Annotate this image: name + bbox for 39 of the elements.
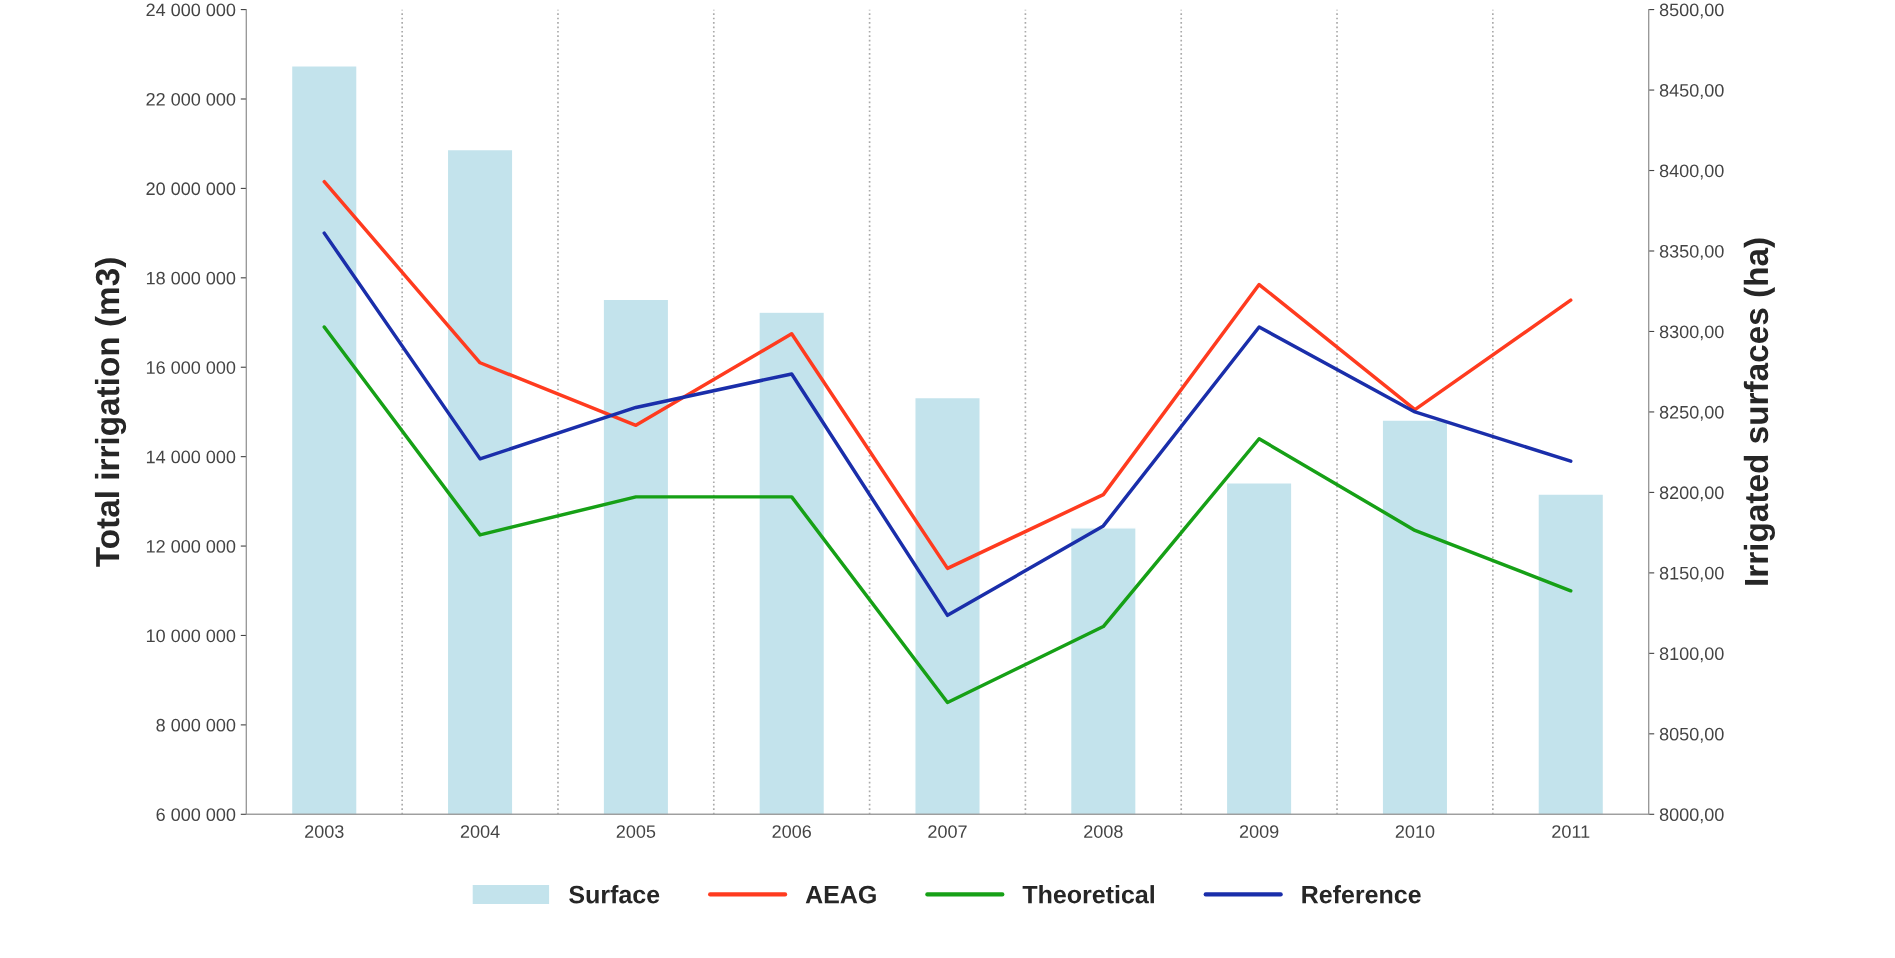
y-tick-label: 12 000 000 xyxy=(146,539,236,553)
y2-tick-label: 8050,00 xyxy=(1659,727,1724,743)
y-tick-label: 6 000 000 xyxy=(156,808,236,822)
y2-tick-label: 8350,00 xyxy=(1659,244,1724,260)
line-series xyxy=(322,325,1573,705)
x-tick-label: 2005 xyxy=(616,825,656,838)
y2-tick-label: 8000,00 xyxy=(1659,808,1724,824)
legend-label: Surface xyxy=(569,885,660,904)
y2-tick-label: 8100,00 xyxy=(1659,647,1724,663)
y-tick-label: 16 000 000 xyxy=(146,361,236,374)
y-tick-label: 22 000 000 xyxy=(146,92,236,106)
x-tick-label: 2010 xyxy=(1395,825,1435,838)
y2-tick-label: 8200,00 xyxy=(1659,486,1724,502)
x-tick-label: 2006 xyxy=(772,825,811,838)
y-tick-label: 24 000 000 xyxy=(146,3,236,17)
legend-label: AEAG xyxy=(805,885,876,904)
line-series xyxy=(322,179,1573,571)
y-tick-label: 20 000 000 xyxy=(146,182,236,196)
legend-label: Theoretical xyxy=(1022,885,1154,904)
y2-tick-label: 8250,00 xyxy=(1659,405,1724,421)
y-tick-label: 14 000 000 xyxy=(146,450,236,464)
line-series xyxy=(322,231,1573,618)
x-tick-label: 2009 xyxy=(1239,825,1279,838)
x-tick-label: 2004 xyxy=(460,825,500,838)
x-tick-label: 2007 xyxy=(928,825,967,838)
y-tick-label: 18 000 000 xyxy=(146,271,236,285)
y2-tick-label: 8450,00 xyxy=(1659,83,1724,99)
y2-tick-label: 8150,00 xyxy=(1659,566,1724,582)
y-tick-label: 8 000 000 xyxy=(156,718,236,732)
x-tick-label: 2003 xyxy=(305,825,344,838)
x-tick-label: 2008 xyxy=(1084,825,1123,838)
y2-tick-label: 8300,00 xyxy=(1659,325,1724,341)
y-tick-label: 10 000 000 xyxy=(146,629,236,643)
y2-tick-label: 8400,00 xyxy=(1659,164,1724,180)
x-tick-label: 2011 xyxy=(1552,825,1590,838)
legend-label: Reference xyxy=(1302,885,1421,904)
y2-axis-title: Irrigated surfaces (ha) xyxy=(1743,238,1775,585)
y2-tick-label: 8500,00 xyxy=(1659,3,1724,19)
y-axis-title: Total irrigation (m3) xyxy=(94,258,127,567)
